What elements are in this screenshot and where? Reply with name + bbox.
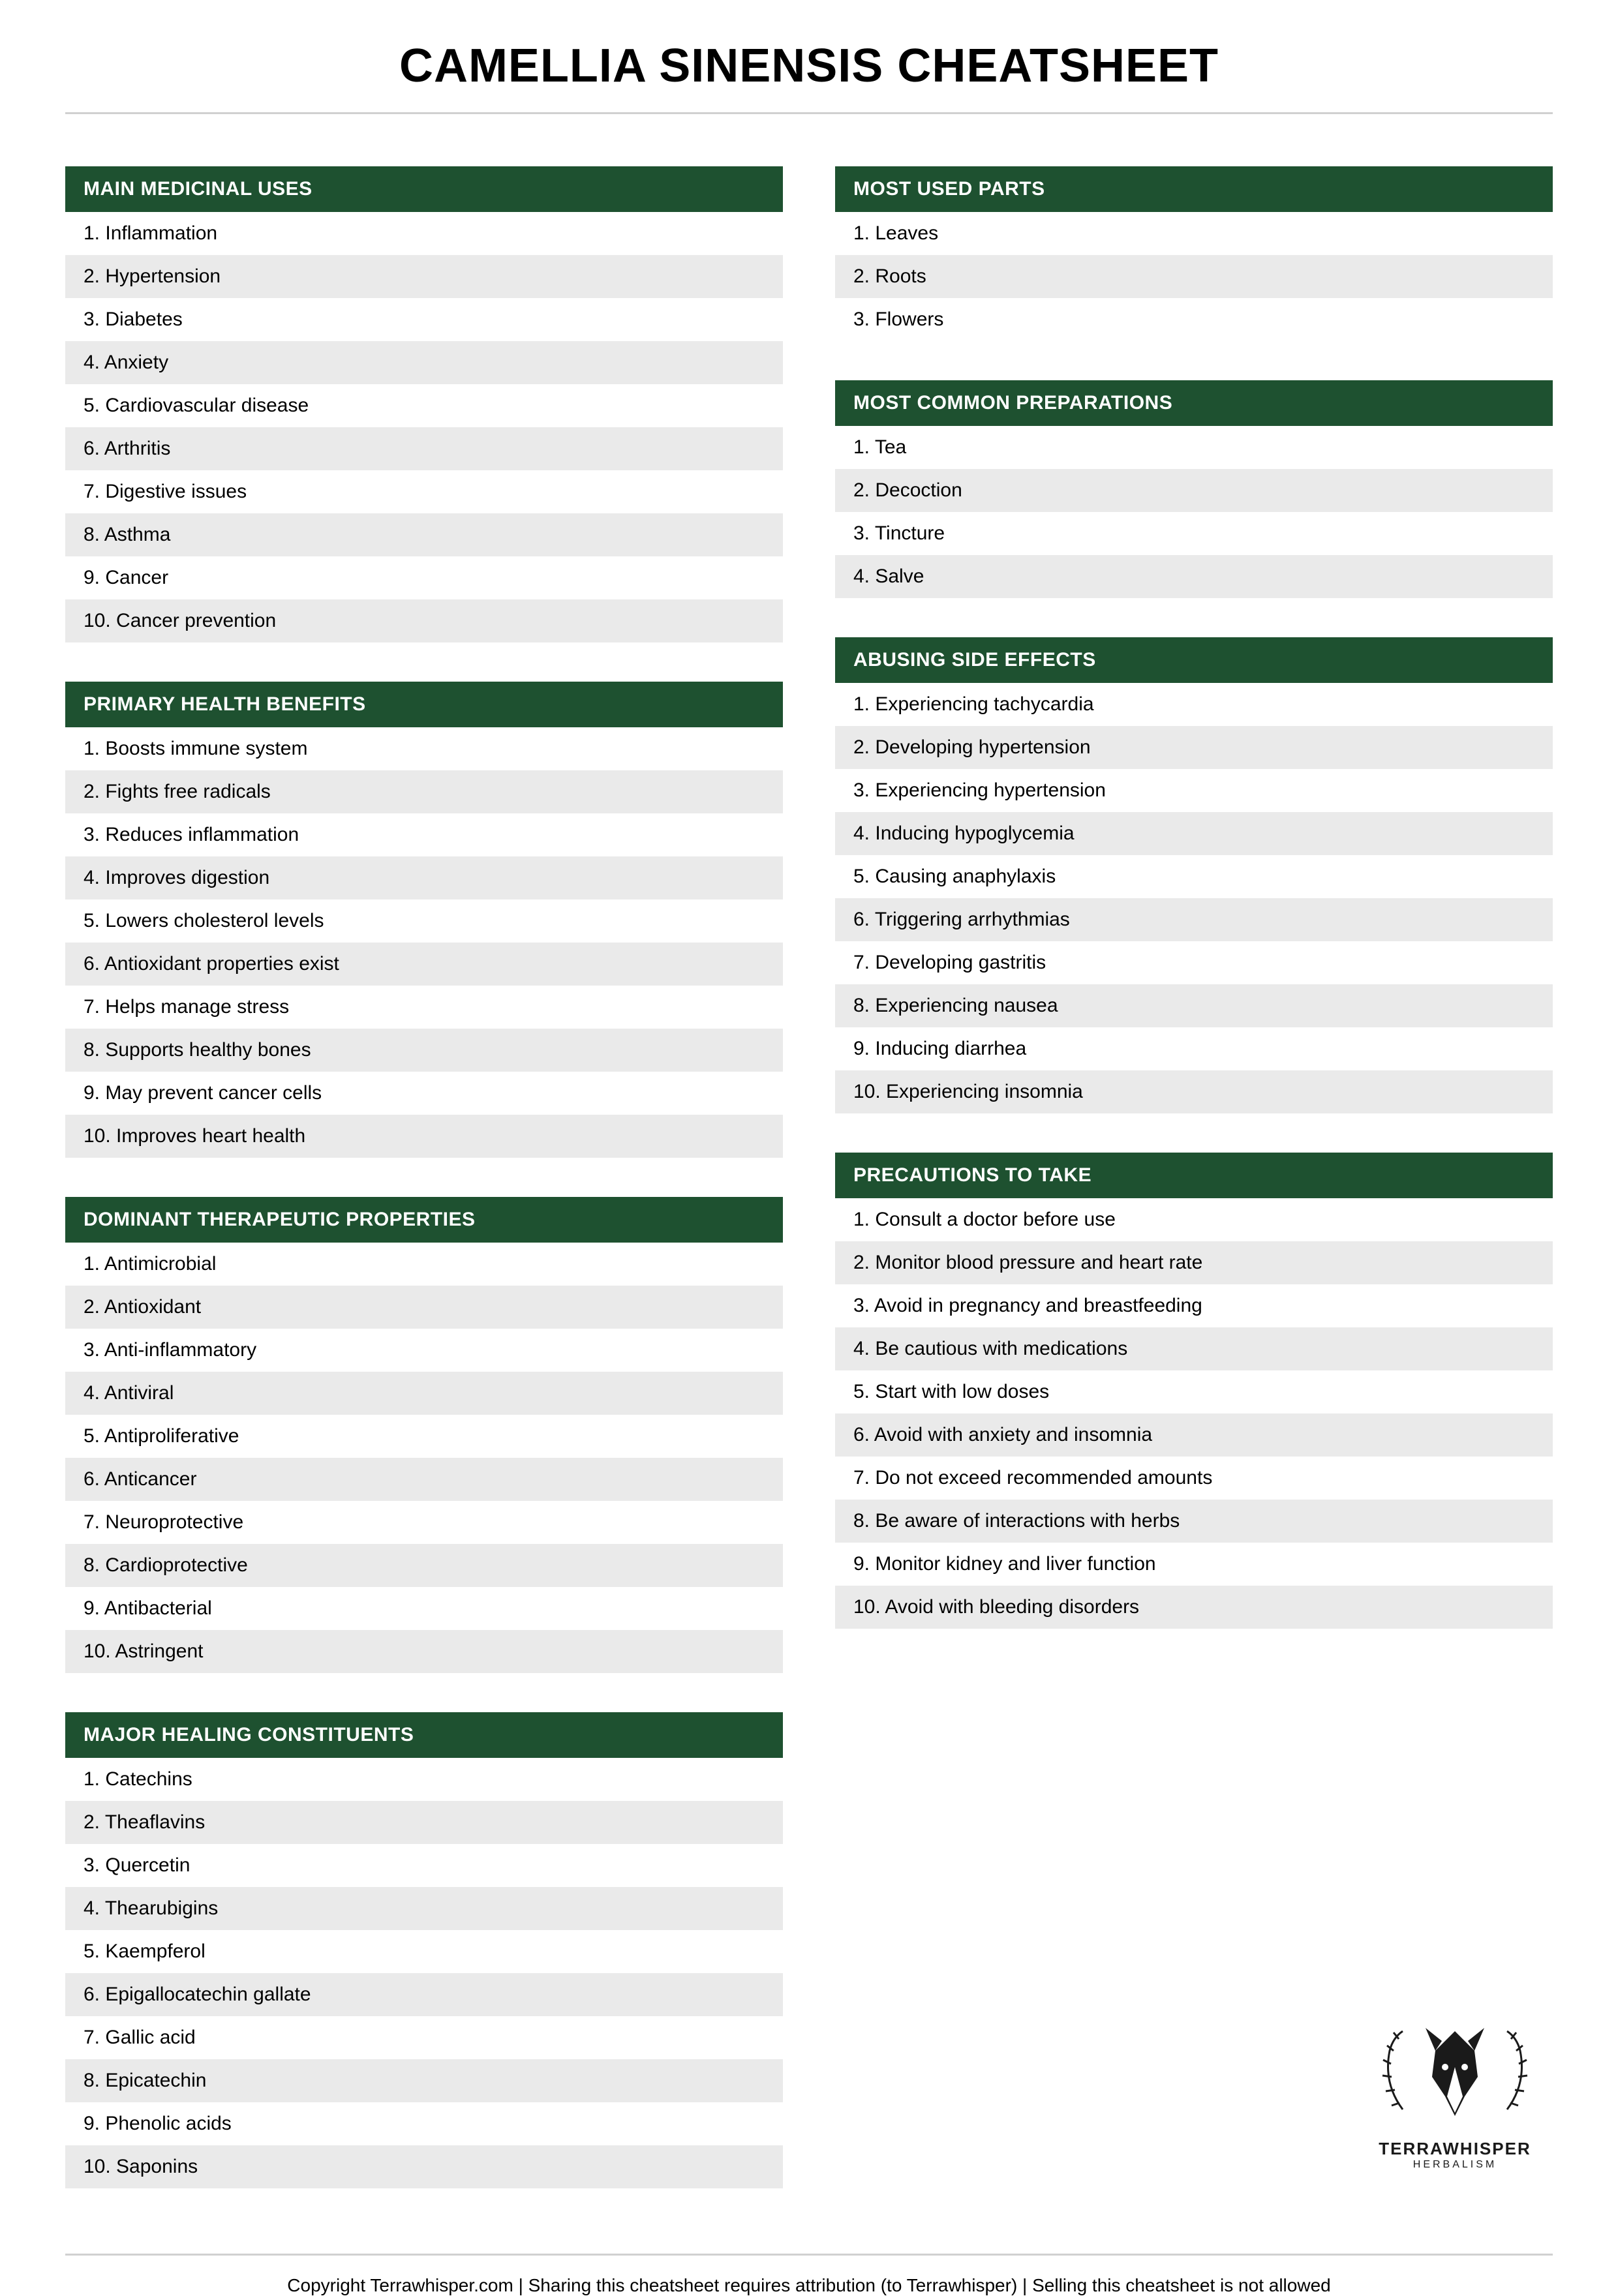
list-item: 3. Diabetes [65,298,783,341]
list-item: 8. Supports healthy bones [65,1029,783,1072]
list-item: 6. Avoid with anxiety and insomnia [835,1413,1553,1457]
section-header: MOST USED PARTS [835,166,1553,212]
list-item: 3. Reduces inflammation [65,813,783,856]
right-section: MOST COMMON PREPARATIONS1. Tea2. Decocti… [835,380,1553,598]
right-section: PRECAUTIONS TO TAKE1. Consult a doctor b… [835,1153,1553,1629]
list-item: 6. Triggering arrhythmias [835,898,1553,941]
bottom-divider [65,2254,1553,2256]
list-item: 1. Experiencing tachycardia [835,683,1553,726]
list-item: 8. Cardioprotective [65,1544,783,1587]
list-item: 7. Gallic acid [65,2016,783,2059]
section-header: ABUSING SIDE EFFECTS [835,637,1553,683]
list-item: 2. Monitor blood pressure and heart rate [835,1241,1553,1284]
list-item: 1. Boosts immune system [65,727,783,770]
list-item: 1. Inflammation [65,212,783,255]
footer-text: Copyright Terrawhisper.com | Sharing thi… [65,2275,1553,2296]
list-item: 5. Lowers cholesterol levels [65,899,783,943]
list-item: 1. Antimicrobial [65,1243,783,1286]
list-item: 9. Monitor kidney and liver function [835,1543,1553,1586]
top-divider [65,112,1553,114]
left-section: PRIMARY HEALTH BENEFITS1. Boosts immune … [65,682,783,1158]
list-item: 9. Inducing diarrhea [835,1027,1553,1070]
section-header: MOST COMMON PREPARATIONS [835,380,1553,426]
list-item: 1. Tea [835,426,1553,469]
list-item: 10. Improves heart health [65,1115,783,1158]
list-item: 6. Antioxidant properties exist [65,943,783,986]
list-item: 3. Experiencing hypertension [835,769,1553,812]
list-item: 7. Digestive issues [65,470,783,513]
list-item: 7. Neuroprotective [65,1501,783,1544]
list-item: 7. Developing gastritis [835,941,1553,984]
list-item: 5. Antiproliferative [65,1415,783,1458]
left-section: DOMINANT THERAPEUTIC PROPERTIES1. Antimi… [65,1197,783,1673]
list-item: 2. Theaflavins [65,1801,783,1844]
list-item: 1. Leaves [835,212,1553,255]
list-item: 5. Causing anaphylaxis [835,855,1553,898]
right-section: MOST USED PARTS1. Leaves2. Roots3. Flowe… [835,166,1553,341]
content-columns: MAIN MEDICINAL USES1. Inflammation2. Hyp… [65,166,1553,2228]
list-item: 4. Inducing hypoglycemia [835,812,1553,855]
fox-wreath-icon [1370,2005,1540,2136]
list-item: 10. Cancer prevention [65,599,783,642]
list-item: 1. Catechins [65,1758,783,1801]
section-header: MAIN MEDICINAL USES [65,166,783,212]
list-item: 9. Phenolic acids [65,2102,783,2145]
list-item: 6. Arthritis [65,427,783,470]
left-section: MAJOR HEALING CONSTITUENTS1. Catechins2.… [65,1712,783,2188]
list-item: 9. May prevent cancer cells [65,1072,783,1115]
list-item: 8. Epicatechin [65,2059,783,2102]
left-section: MAIN MEDICINAL USES1. Inflammation2. Hyp… [65,166,783,642]
list-item: 10. Avoid with bleeding disorders [835,1586,1553,1629]
list-item: 6. Anticancer [65,1458,783,1501]
section-header: MAJOR HEALING CONSTITUENTS [65,1712,783,1758]
section-header: DOMINANT THERAPEUTIC PROPERTIES [65,1197,783,1243]
list-item: 3. Quercetin [65,1844,783,1887]
list-item: 2. Developing hypertension [835,726,1553,769]
section-header: PRIMARY HEALTH BENEFITS [65,682,783,727]
list-item: 5. Kaempferol [65,1930,783,1973]
list-item: 9. Antibacterial [65,1587,783,1630]
list-item: 2. Decoction [835,469,1553,512]
list-item: 10. Experiencing insomnia [835,1070,1553,1113]
brand-tagline: HERBALISM [1370,2159,1540,2171]
list-item: 7. Helps manage stress [65,986,783,1029]
brand-logo: TERRAWHISPER HERBALISM [1370,2005,1540,2171]
list-item: 6. Epigallocatechin gallate [65,1973,783,2016]
right-column: MOST USED PARTS1. Leaves2. Roots3. Flowe… [835,166,1553,2228]
list-item: 3. Tincture [835,512,1553,555]
list-item: 2. Fights free radicals [65,770,783,813]
list-item: 8. Experiencing nausea [835,984,1553,1027]
list-item: 10. Astringent [65,1630,783,1673]
list-item: 8. Be aware of interactions with herbs [835,1500,1553,1543]
list-item: 3. Flowers [835,298,1553,341]
list-item: 5. Cardiovascular disease [65,384,783,427]
list-item: 4. Salve [835,555,1553,598]
list-item: 4. Thearubigins [65,1887,783,1930]
list-item: 9. Cancer [65,556,783,599]
list-item: 4. Antiviral [65,1372,783,1415]
list-item: 2. Roots [835,255,1553,298]
brand-name: TERRAWHISPER [1370,2139,1540,2159]
section-header: PRECAUTIONS TO TAKE [835,1153,1553,1198]
list-item: 4. Be cautious with medications [835,1327,1553,1370]
list-item: 3. Avoid in pregnancy and breastfeeding [835,1284,1553,1327]
right-section: ABUSING SIDE EFFECTS1. Experiencing tach… [835,637,1553,1113]
list-item: 10. Saponins [65,2145,783,2188]
list-item: 4. Anxiety [65,341,783,384]
list-item: 1. Consult a doctor before use [835,1198,1553,1241]
page-title: CAMELLIA SINENSIS CHEATSHEET [65,39,1553,93]
list-item: 3. Anti-inflammatory [65,1329,783,1372]
list-item: 7. Do not exceed recommended amounts [835,1457,1553,1500]
list-item: 2. Hypertension [65,255,783,298]
list-item: 4. Improves digestion [65,856,783,899]
list-item: 5. Start with low doses [835,1370,1553,1413]
left-column: MAIN MEDICINAL USES1. Inflammation2. Hyp… [65,166,783,2228]
list-item: 8. Asthma [65,513,783,556]
list-item: 2. Antioxidant [65,1286,783,1329]
